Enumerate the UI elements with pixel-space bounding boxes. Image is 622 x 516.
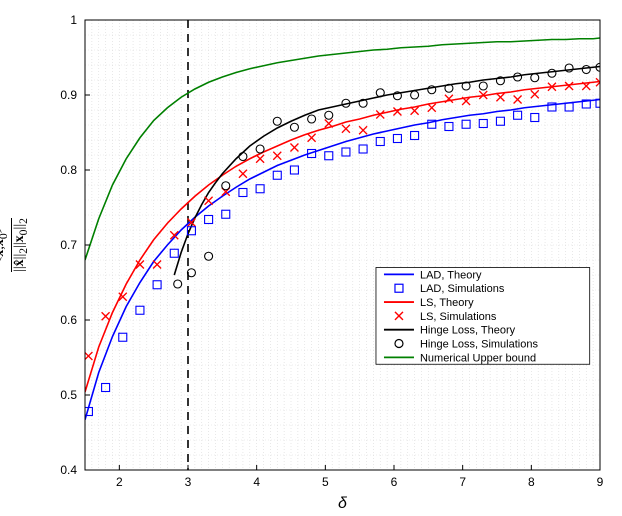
y-tick-label: 0.6 (60, 313, 77, 327)
legend-label: LS, Theory (420, 297, 474, 309)
y-axis-label: <x̂,x0>||x̂||2||x0||2 (0, 150, 43, 340)
legend-label: LAD, Simulations (420, 283, 505, 295)
x-axis-label: δ (338, 495, 348, 512)
y-tick-label: 0.9 (60, 88, 77, 102)
x-tick-label: 2 (116, 475, 123, 489)
y-tick-label: 0.5 (60, 388, 77, 402)
legend-label: LAD, Theory (420, 269, 482, 281)
y-tick-label: 0.7 (60, 238, 77, 252)
x-tick-label: 8 (528, 475, 535, 489)
y-tick-label: 0.8 (60, 163, 77, 177)
minor-grid (85, 20, 600, 470)
legend-label: LS, Simulations (420, 311, 497, 323)
series-upper-bound (85, 38, 600, 260)
series-hinge-sim (174, 63, 604, 288)
x-tick-label: 6 (391, 475, 398, 489)
chart-root: 2 3 4 5 6 7 8 9 0.4 0.5 0.6 0.7 0.8 0.9 1 δ <x̂,x0>||x̂|… (0, 0, 622, 516)
x-tick-label: 9 (597, 475, 604, 489)
series-lad-sim (84, 99, 604, 415)
x-tick-label: 4 (253, 475, 260, 489)
legend-label: Hinge Loss, Theory (420, 325, 516, 337)
x-tick-label: 7 (459, 475, 466, 489)
legend-label: Numerical Upper bound (420, 352, 536, 364)
chart-svg: 2 3 4 5 6 7 8 9 0.4 0.5 0.6 0.7 0.8 0.9 1 δ <x̂,x0>||x̂|… (0, 0, 622, 516)
x-tick-label: 3 (185, 475, 192, 489)
legend-label: Hinge Loss, Simulations (420, 339, 539, 351)
legend: LAD, Theory LAD, Simulations LS, Theory LS,… (376, 268, 590, 365)
y-tick-label: 1 (70, 13, 77, 27)
axes-box (85, 20, 600, 470)
y-tick-label: 0.4 (60, 463, 77, 477)
x-tick-label: 5 (322, 475, 329, 489)
